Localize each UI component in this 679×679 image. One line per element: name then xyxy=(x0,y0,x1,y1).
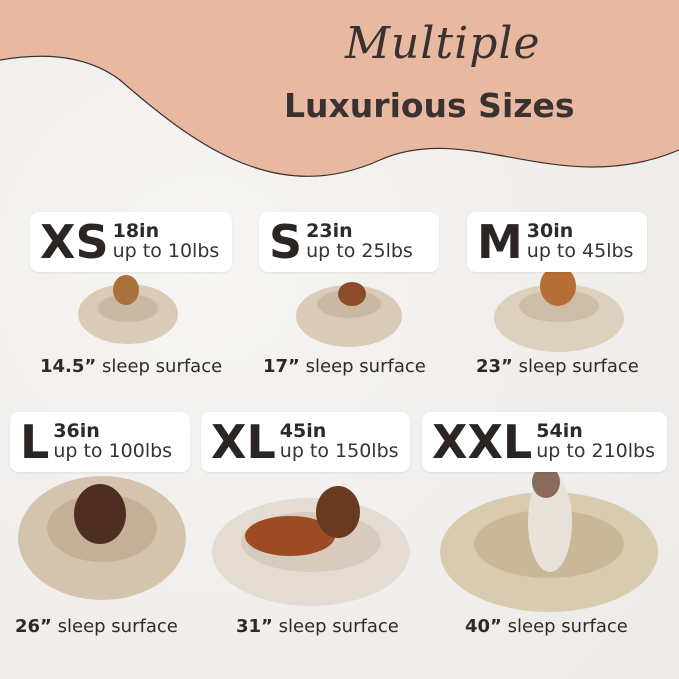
surface-value: 17” xyxy=(263,356,300,377)
sleep-surface-l: 26” sleep surface xyxy=(15,616,178,637)
size-label: M xyxy=(477,215,523,269)
size-label: L xyxy=(20,415,50,469)
surface-label: sleep surface xyxy=(101,356,223,377)
size-card-l: L 36in up to 100lbs xyxy=(10,412,190,472)
surface-value: 23” xyxy=(476,356,513,377)
surface-value: 31” xyxy=(236,616,273,637)
weight-limit: up to 210lbs xyxy=(536,440,656,462)
bed-xxl-image xyxy=(440,466,658,612)
weight-limit: up to 25lbs xyxy=(306,240,413,262)
weight-limit: up to 100lbs xyxy=(53,440,173,462)
diameter: 36in xyxy=(53,420,100,443)
size-card-xl: XL 45in up to 150lbs xyxy=(201,412,410,472)
size-label: XL xyxy=(211,415,276,469)
diameter: 45in xyxy=(279,420,327,443)
bed-xs-image xyxy=(78,275,178,344)
diameter: 18in xyxy=(112,220,160,243)
weight-limit: up to 10lbs xyxy=(112,240,220,262)
size-card-xs: XS 18in up to 10lbs xyxy=(30,212,232,272)
bed-s-image xyxy=(296,282,402,347)
surface-label: sleep surface xyxy=(518,356,639,377)
size-label: S xyxy=(269,215,303,269)
size-card-s: S 23in up to 25lbs xyxy=(259,212,439,272)
title-script: Multiple xyxy=(345,18,541,69)
diameter: 30in xyxy=(526,220,574,243)
surface-label: sleep surface xyxy=(507,616,628,637)
surface-value: 40” xyxy=(465,616,502,637)
surface-label: sleep surface xyxy=(278,616,399,637)
bed-xl-image xyxy=(212,486,410,606)
page-title: Luxurious Sizes xyxy=(284,86,575,125)
sleep-surface-xs: 14.5” sleep surface xyxy=(40,356,222,377)
sleep-surface-m: 23” sleep surface xyxy=(476,356,639,377)
weight-limit: up to 45lbs xyxy=(526,240,634,262)
sleep-surface-xl: 31” sleep surface xyxy=(236,616,399,637)
weight-limit: up to 150lbs xyxy=(279,440,399,462)
bed-m-image xyxy=(494,266,624,352)
peach-wave-band xyxy=(0,0,679,177)
surface-label: sleep surface xyxy=(57,616,178,637)
size-card-m: M 30in up to 45lbs xyxy=(467,212,647,272)
size-label: XXL xyxy=(432,415,533,469)
sleep-surface-s: 17” sleep surface xyxy=(263,356,426,377)
surface-label: sleep surface xyxy=(305,356,426,377)
sleep-surface-xxl: 40” sleep surface xyxy=(465,616,628,637)
surface-value: 26” xyxy=(15,616,52,637)
surface-value: 14.5” xyxy=(40,356,97,377)
size-card-xxl: XXL 54in up to 210lbs xyxy=(422,412,667,472)
size-label: XS xyxy=(40,215,109,269)
diameter: 23in xyxy=(306,220,353,243)
diameter: 54in xyxy=(536,420,583,443)
bed-l-image xyxy=(18,476,186,600)
